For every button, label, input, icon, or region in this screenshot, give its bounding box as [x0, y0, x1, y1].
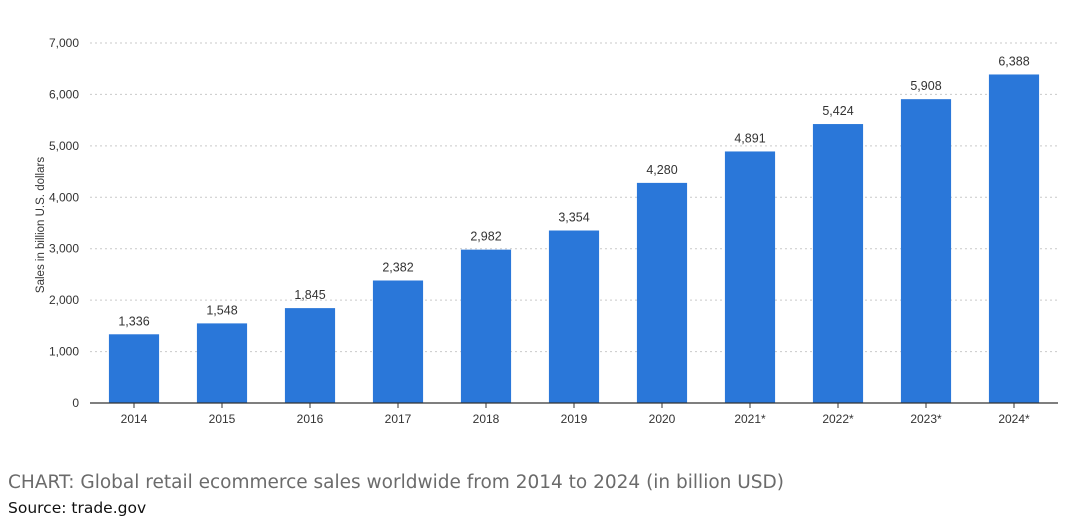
y-tick-label: 5,000	[49, 139, 79, 153]
bar-2018	[460, 249, 512, 403]
y-tick-label: 3,000	[49, 242, 79, 256]
x-tick-label: 2014	[121, 412, 148, 426]
y-axis-ticks: 0 1,000 2,000 3,000 4,000 5,000 6,000 7,000	[49, 36, 79, 410]
x-tick-label: 2016	[297, 412, 324, 426]
y-axis-label: Sales in billion U.S. dollars	[35, 157, 47, 293]
data-label: 2,982	[470, 230, 501, 244]
data-label: 4,891	[734, 131, 765, 145]
x-tick-label: 2018	[473, 412, 500, 426]
x-tick-label: 2024*	[998, 412, 1030, 426]
data-labels: 1,336 1,548 1,845 2,382 2,982 3,354 4,280 4,891…	[118, 54, 1029, 328]
y-tick-label: 1,000	[49, 345, 79, 359]
x-tick-label: 2021*	[734, 412, 766, 426]
bar-2016	[284, 308, 336, 403]
bar-2017	[372, 280, 424, 403]
data-label: 1,845	[294, 288, 325, 302]
bar-2021	[724, 151, 776, 403]
x-tick-label: 2023*	[910, 412, 942, 426]
bar-2020	[636, 182, 688, 403]
bar-2019	[548, 230, 600, 403]
x-tick-label: 2017	[385, 412, 412, 426]
bars	[108, 74, 1040, 404]
data-label: 2,382	[382, 260, 413, 274]
bar-2022	[812, 124, 864, 404]
y-tick-label: 7,000	[49, 36, 79, 50]
x-tick-label: 2019	[561, 412, 588, 426]
bar-chart: 0 1,000 2,000 3,000 4,000 5,000 6,000 7,000 1,3…	[35, 36, 1058, 426]
source-note: Source: trade.gov	[8, 499, 147, 517]
x-tick-label: 2015	[209, 412, 236, 426]
bar-2024	[988, 74, 1040, 403]
y-tick-label: 2,000	[49, 293, 79, 307]
data-label: 1,336	[118, 314, 149, 328]
data-label: 6,388	[998, 54, 1029, 68]
data-label: 3,354	[558, 211, 589, 225]
y-tick-label: 0	[72, 396, 79, 410]
data-label: 5,424	[822, 104, 853, 118]
bar-2023	[900, 99, 952, 403]
x-tick-label: 2022*	[822, 412, 854, 426]
data-label: 5,908	[910, 79, 941, 93]
grid-lines	[90, 42, 1058, 353]
x-axis-ticks: 2014 2015 2016 2017 2018 2019 2020 2021* 2022* 20…	[121, 403, 1030, 426]
chart-caption: CHART: Global retail ecommerce sales wor…	[8, 472, 785, 493]
data-label: 4,280	[646, 163, 677, 177]
x-tick-label: 2020	[649, 412, 676, 426]
y-tick-label: 4,000	[49, 190, 79, 204]
bar-2014	[108, 334, 160, 403]
bar-2015	[196, 323, 248, 403]
y-tick-label: 6,000	[49, 87, 79, 101]
data-label: 1,548	[206, 303, 237, 317]
